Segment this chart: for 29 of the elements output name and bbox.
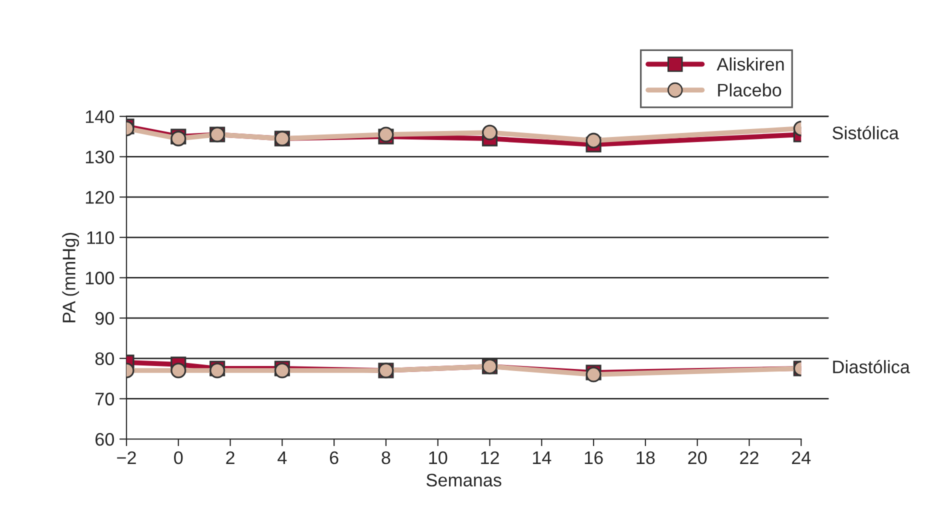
- x-tick-label: 12: [481, 451, 499, 464]
- x-tick-label: 4: [278, 452, 287, 464]
- x-tick-label: −2: [117, 451, 136, 464]
- annotation: Sistólica: [832, 126, 899, 140]
- y-tick-label: 70: [96, 392, 114, 406]
- y-tick-label: 100: [86, 272, 114, 284]
- y-tick-label: 120: [86, 190, 114, 204]
- x-axis-title: Semanas: [426, 474, 502, 487]
- y-tick-label: 130: [86, 150, 114, 164]
- y-axis-title: PA (mmHg): [62, 232, 80, 322]
- x-tick-label: 22: [740, 451, 758, 464]
- y-tick-label: 110: [87, 231, 114, 244]
- legend-label: Placebo: [718, 83, 782, 97]
- x-tick-label: 6: [330, 451, 338, 464]
- annotation: Diastólica: [833, 360, 910, 374]
- x-tick-label: 10: [429, 451, 448, 464]
- y-tick-label: 140: [86, 110, 114, 124]
- y-tick-label: 90: [95, 312, 114, 325]
- x-tick-label: 8: [382, 451, 390, 464]
- x-tick-label: 18: [636, 451, 655, 464]
- y-tick-label: 60: [96, 433, 114, 446]
- x-tick-label: 16: [584, 451, 603, 464]
- x-tick-label: 24: [792, 451, 811, 464]
- x-tick-label: 2: [226, 451, 234, 464]
- x-tick-label: 0: [174, 451, 183, 464]
- x-tick-label: 20: [688, 451, 707, 464]
- legend-label: Aliskiren: [716, 57, 784, 71]
- x-tick-label: 14: [532, 452, 552, 464]
- y-tick-label: 80: [95, 352, 114, 366]
